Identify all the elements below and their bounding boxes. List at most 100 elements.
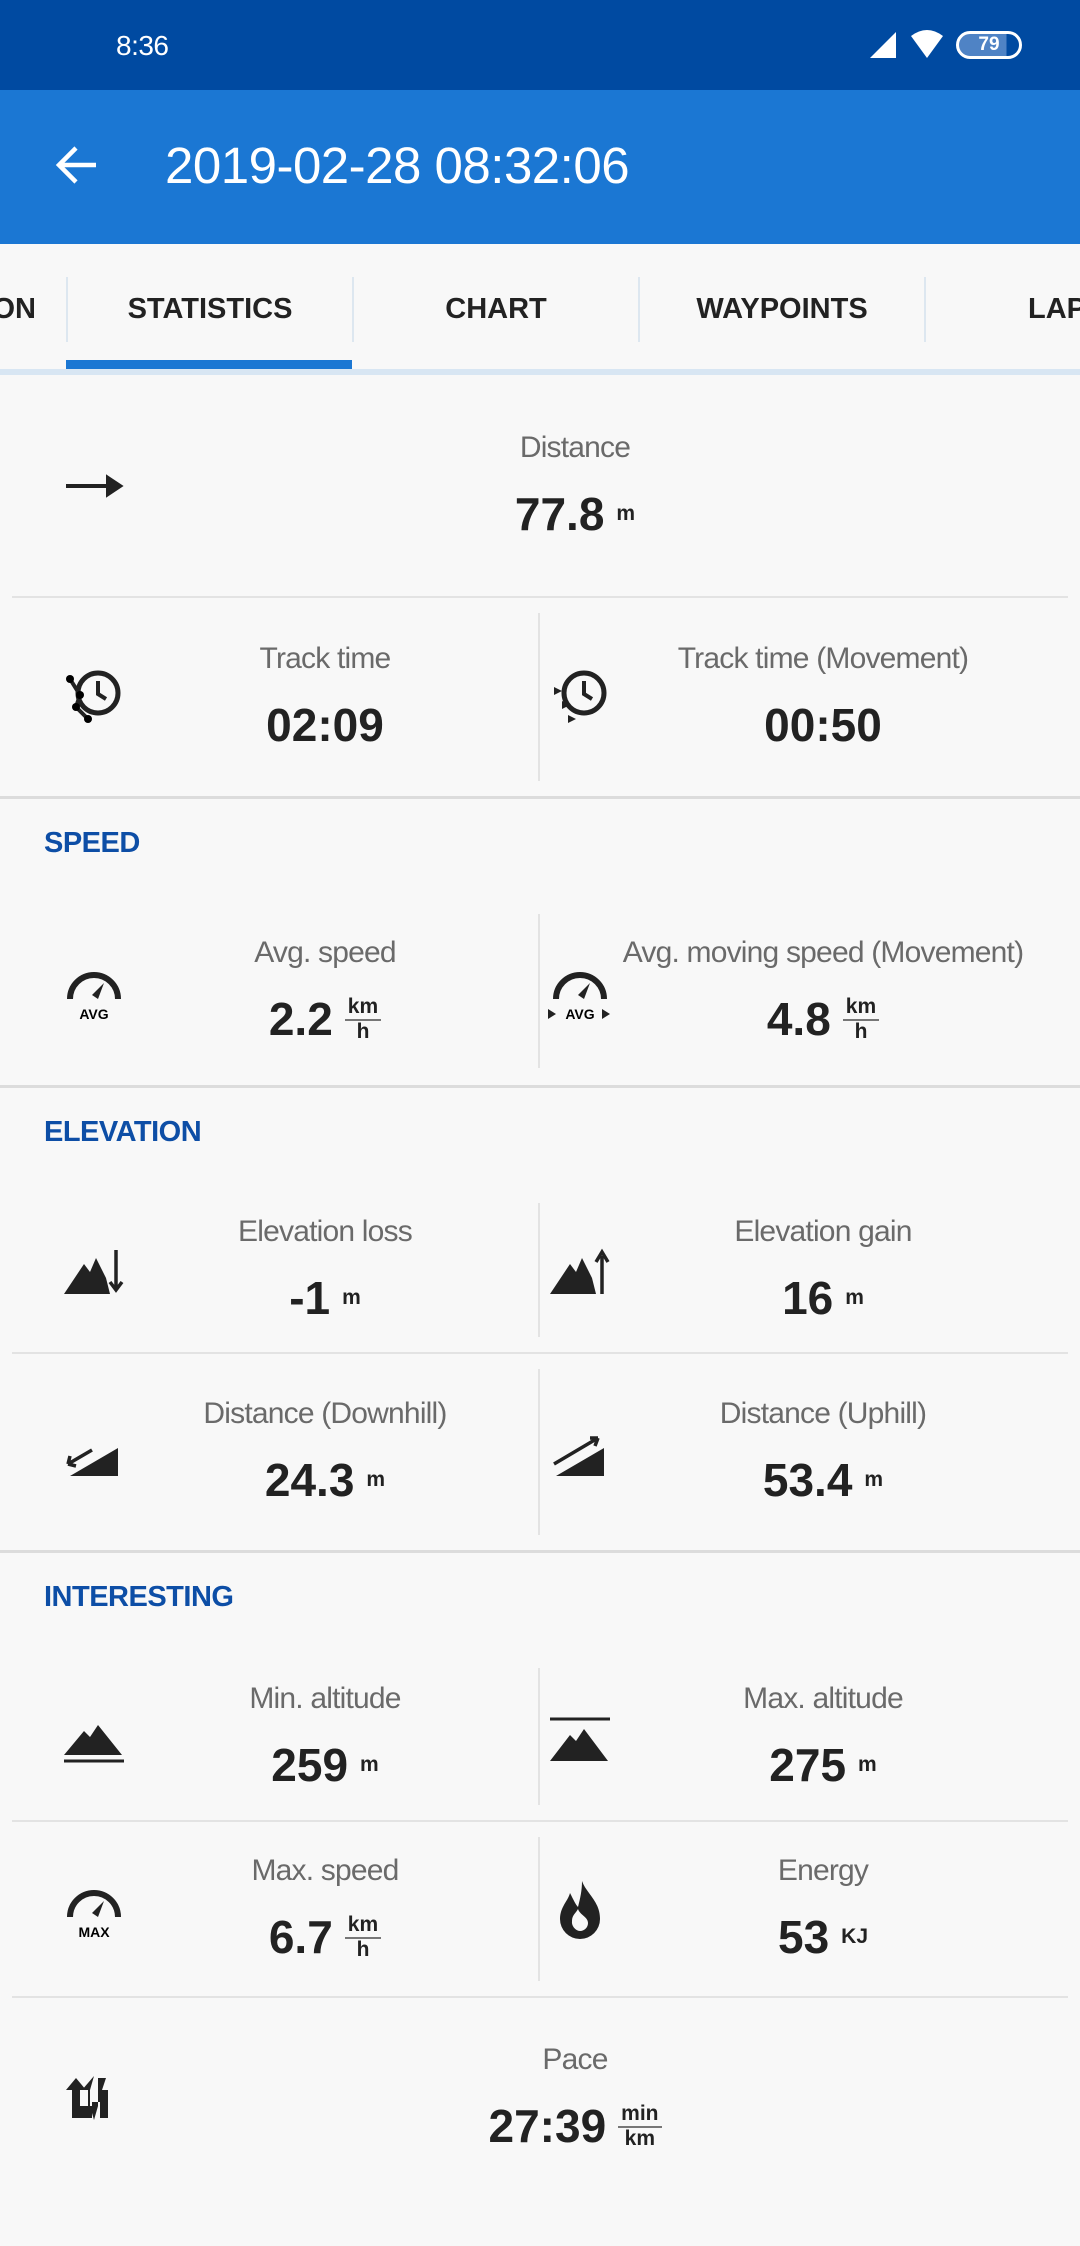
mountain-min-icon — [64, 1724, 124, 1762]
stat-value: 27:39 — [488, 2100, 607, 2152]
stat-value: 2.2 — [268, 993, 333, 1045]
stat-track-time-movement: Track time (Movement) 00:50 — [540, 598, 1080, 796]
stat-unit: km h — [842, 995, 880, 1043]
divider — [12, 596, 1068, 598]
column-divider — [538, 1668, 540, 1805]
icon-text: AVG — [79, 1006, 108, 1022]
tab-chart[interactable]: CHART — [352, 277, 638, 342]
column-divider — [538, 1369, 540, 1535]
mountain-up-icon — [550, 1248, 610, 1294]
slope-up-icon — [553, 1436, 604, 1476]
stat-row-elevation: Elevation loss -1 m Elevation gain 16 m — [0, 1188, 1080, 1352]
stat-label: Elevation loss — [238, 1215, 413, 1248]
stat-row-speed: AVG Avg. speed 2.2 km h AVG Avg. moving sp… — [0, 899, 1080, 1083]
stat-unit: km h — [344, 995, 382, 1043]
tab-waypoints[interactable]: WAYPOINTS — [638, 277, 924, 342]
column-divider — [538, 1203, 540, 1337]
stat-unit: m — [858, 1752, 877, 1776]
section-header-speed: SPEED — [44, 827, 140, 859]
battery-level: 79 — [978, 34, 1000, 55]
mountain-max-icon — [550, 1717, 610, 1761]
stat-max-altitude: Max. altitude 275 m — [540, 1653, 1080, 1820]
stat-row-altitude: Min. altitude 259 m Max. altitude 275 m — [0, 1653, 1080, 1820]
section-divider — [0, 1550, 1080, 1553]
stat-unit: m — [845, 1286, 864, 1309]
stat-avg-moving-speed: AVG Avg. moving speed (Movement) 4.8 km h — [540, 899, 1080, 1083]
tab-label: CHART — [445, 293, 547, 325]
battery-icon: 79 — [956, 31, 1022, 59]
stat-value: 53.4 — [762, 1454, 853, 1506]
stat-value: -1 — [289, 1272, 331, 1324]
stat-unit: km h — [344, 1913, 382, 1961]
mountain-down-icon — [64, 1250, 124, 1294]
speedometer-avg-moving-icon: AVG — [548, 972, 610, 1022]
stat-value: 53 — [777, 1911, 830, 1963]
tab-information[interactable]: ON — [0, 277, 66, 342]
stat-label: Track time — [259, 642, 392, 675]
tab-statistics[interactable]: STATISTICS — [66, 277, 352, 342]
stat-pace: Pace 27:39 min km — [0, 1998, 1080, 2198]
slope-down-icon — [66, 1448, 118, 1476]
stat-distance-downhill: Distance (Downhill) 24.3 m — [0, 1354, 540, 1550]
tab-laps[interactable]: LAP — [924, 277, 1080, 342]
column-divider — [538, 613, 540, 781]
stat-elevation-loss: Elevation loss -1 m — [0, 1188, 540, 1352]
status-time: 8:36 — [116, 30, 169, 61]
stat-unit: min km — [618, 2102, 662, 2150]
stat-value: 77.8 — [514, 487, 605, 540]
stat-avg-speed: AVG Avg. speed 2.2 km h — [0, 899, 540, 1083]
page-title: 2019-02-28 08:32:06 — [165, 137, 630, 194]
stat-label: Track time (Movement) — [677, 642, 969, 675]
stat-label: Avg. moving speed (Movement) — [622, 936, 1024, 969]
stat-label: Elevation gain — [734, 1215, 912, 1248]
clock-track-icon — [66, 670, 121, 723]
tab-label: ON — [0, 293, 36, 325]
stat-unit: m — [864, 1468, 884, 1491]
stat-label: Avg. speed — [254, 936, 396, 969]
stat-unit: m — [342, 1286, 361, 1309]
section-divider — [0, 796, 1080, 799]
section-header-interesting: INTERESTING — [44, 1581, 234, 1613]
stat-label: Distance (Uphill) — [719, 1397, 927, 1430]
stat-value: 02:09 — [266, 699, 384, 751]
stat-label: Distance — [519, 430, 631, 464]
stat-unit: m — [360, 1752, 379, 1776]
icon-text: MAX — [78, 1924, 110, 1940]
stat-row-track-time: Track time 02:09 Track time (Movement) 0… — [0, 598, 1080, 796]
stat-label: Min. altitude — [249, 1681, 401, 1715]
stat-row-speed-energy: MAX Max. speed 6.7 km h Energy 53 KJ — [0, 1822, 1080, 1996]
stat-label: Pace — [542, 2043, 608, 2076]
stat-max-speed: MAX Max. speed 6.7 km h — [0, 1822, 540, 1996]
stat-min-altitude: Min. altitude 259 m — [0, 1653, 540, 1820]
tab-label: WAYPOINTS — [696, 293, 868, 325]
stat-label: Max. speed — [251, 1854, 399, 1887]
stat-row-slope: Distance (Downhill) 24.3 m Distance (Uphi… — [0, 1354, 1080, 1550]
divider — [12, 1352, 1068, 1354]
stat-distance: Distance 77.8 m — [0, 375, 1080, 596]
stat-energy: Energy 53 KJ — [540, 1822, 1080, 1996]
stat-label: Energy — [777, 1854, 869, 1887]
status-bar: 8:36 79 — [0, 0, 1080, 90]
stat-value: 275 — [769, 1738, 847, 1791]
stat-unit: m — [366, 1468, 386, 1491]
stat-elevation-gain: Elevation gain 16 m — [540, 1188, 1080, 1352]
stat-value: 259 — [271, 1738, 349, 1791]
stat-value: 00:50 — [764, 699, 882, 751]
stat-track-time: Track time 02:09 — [0, 598, 540, 796]
speedometer-avg-icon: AVG — [67, 972, 121, 1022]
stat-value: 4.8 — [766, 993, 831, 1045]
stat-value: 24.3 — [264, 1454, 355, 1506]
column-divider — [538, 914, 540, 1068]
divider — [12, 1820, 1068, 1822]
active-tab-indicator — [66, 360, 352, 369]
divider — [12, 1996, 1068, 1998]
stat-unit: KJ — [841, 1925, 869, 1948]
tab-label: LAP — [1028, 293, 1080, 325]
section-divider — [0, 1085, 1080, 1088]
stat-distance-uphill: Distance (Uphill) 53.4 m — [540, 1354, 1080, 1550]
arrow-left-icon[interactable] — [52, 140, 102, 190]
stat-label: Distance (Downhill) — [203, 1397, 447, 1430]
section-header-elevation: ELEVATION — [44, 1116, 202, 1148]
clock-movement-icon — [554, 670, 607, 723]
wifi-icon — [911, 30, 943, 58]
